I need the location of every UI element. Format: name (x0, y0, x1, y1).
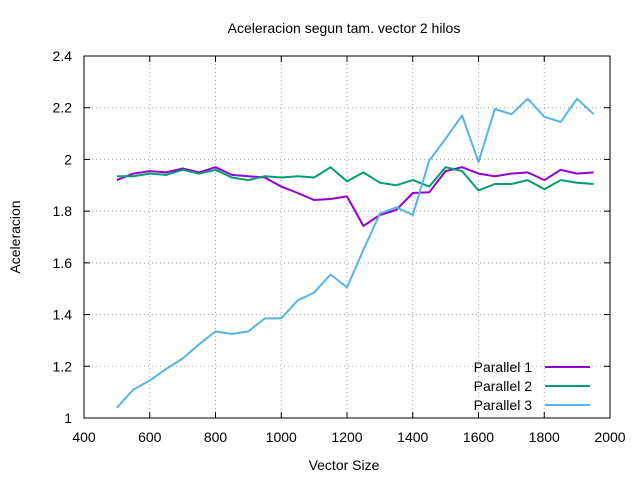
y-tick-label: 1.8 (53, 203, 73, 219)
y-tick-label: 2 (64, 151, 72, 167)
legend-label-parallel-1: Parallel 1 (474, 359, 533, 375)
y-tick-label: 1.6 (53, 255, 73, 271)
series-line-parallel-3 (116, 97, 595, 409)
x-tick-label: 800 (204, 429, 228, 445)
x-axis-tick-labels: 400 600 800 1000 1200 1400 1600 1800 2000 (72, 429, 625, 445)
legend-label-parallel-3: Parallel 3 (474, 397, 533, 413)
y-tick-label: 1 (64, 410, 72, 426)
series-line-parallel-1 (116, 166, 594, 227)
legend: Parallel 1 Parallel 2 Parallel 3 (474, 359, 590, 413)
y-tick-label: 1.4 (53, 307, 73, 323)
legend-label-parallel-2: Parallel 2 (474, 378, 533, 394)
x-tick-label: 1800 (529, 429, 560, 445)
x-tick-label: 1000 (266, 429, 297, 445)
y-tick-label: 2.4 (53, 48, 73, 64)
chart-title: Aceleracion segun tam. vector 2 hilos (228, 20, 461, 36)
x-tick-label: 1400 (397, 429, 428, 445)
y-tick-label: 2.2 (53, 100, 73, 116)
y-tick-label: 1.2 (53, 358, 73, 374)
series-line-parallel-2 (116, 166, 594, 192)
x-tick-label: 600 (138, 429, 162, 445)
y-axis-label: Aceleracion (7, 200, 23, 273)
x-axis-label: Vector Size (309, 457, 380, 473)
axis-ticks (83, 55, 611, 419)
series-lines (116, 97, 595, 409)
x-tick-label: 1200 (331, 429, 362, 445)
x-tick-label: 2000 (594, 429, 625, 445)
x-tick-label: 400 (72, 429, 96, 445)
x-tick-label: 1600 (463, 429, 494, 445)
y-axis-tick-labels: 1 1.2 1.4 1.6 1.8 2 2.2 2.4 (53, 48, 73, 426)
